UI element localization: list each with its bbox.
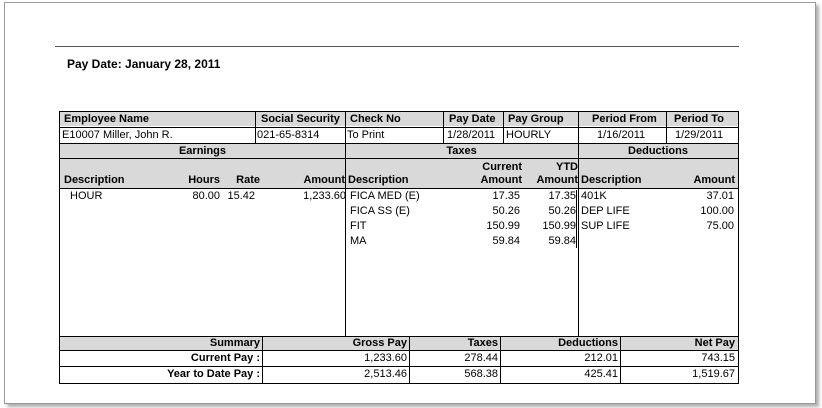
pay-date-value: 1/28/2011 [447,129,496,141]
taxes-ytd-header: YTD [556,161,578,173]
deductions-amount-header: Amount [693,174,735,186]
current-taxes: 278.44 [464,352,498,364]
earnings-rate-header: Rate [236,174,260,186]
tax-row-ytd: 50.26 [548,205,576,217]
earnings-row-rate: 15.42 [227,190,255,202]
header-rule [55,46,739,47]
pay-group-header: Pay Group [508,113,564,125]
deductions-section-title: Deductions [628,145,688,157]
earnings-hours-header: Hours [188,174,220,186]
taxes-section-title: Taxes [446,145,477,157]
taxes-total-header: Taxes [467,337,498,349]
period-from-value: 1/16/2011 [597,129,646,141]
deduction-row-amount: 37.01 [706,190,734,202]
employee-name-header: Employee Name [64,113,149,125]
ytd-deductions: 425.41 [584,368,618,380]
social-security-header: Social Security [261,113,340,125]
ytd-pay-label: Year to Date Pay : [167,368,260,380]
tax-row-current: 150.99 [486,220,520,232]
earnings-row-hours: 80.00 [192,190,220,202]
tax-row-description: FIT [350,220,367,232]
gross-pay-header: Gross Pay [352,337,407,349]
taxes-current-amount-header: Amount [480,174,522,186]
period-to-header: Period To [674,113,724,125]
deduction-row-description: DEP LIFE [581,205,630,217]
ytd-net-pay: 1,519.67 [692,368,735,380]
current-net-pay: 743.15 [701,352,735,364]
column-header-band [60,159,738,188]
current-deductions: 212.01 [584,352,618,364]
taxes-description-header: Description [348,174,409,186]
check-no-header: Check No [350,113,401,125]
current-pay-label: Current Pay : [190,352,260,364]
tax-row-current: 50.26 [492,205,520,217]
earnings-description-header: Description [64,174,125,186]
taxes-current-header: Current [482,161,522,173]
tax-row-ytd: 59.84 [548,235,576,247]
tax-row-ytd: 17.35 [548,190,576,202]
pay-date-header: Pay Date [449,113,496,125]
earnings-row-amount: 1,233.60 [303,190,346,202]
deduction-row-description: 401K [581,190,607,202]
deduction-row-amount: 100.00 [700,205,734,217]
taxes-ytd-amount-header: Amount [536,174,578,186]
period-to-value: 1/29/2011 [675,129,724,141]
earnings-row-description: HOUR [70,190,103,202]
check-no-value: To Print [347,129,385,141]
ytd-gross-pay: 2,513.46 [364,368,407,380]
employee-name-value: E10007 Miller, John R. [62,129,173,141]
tax-row-description: FICA SS (E) [350,205,410,217]
deduction-row-amount: 75.00 [706,220,734,232]
current-gross-pay: 1,233.60 [364,352,407,364]
period-from-header: Period From [592,113,657,125]
summary-header-band [60,336,738,350]
summary-header: Summary [209,337,260,349]
pay-date-title: Pay Date: January 28, 2011 [67,57,221,71]
pay-stub-table: Employee Name Social Security Check No P… [59,111,739,384]
earnings-amount-header: Amount [303,174,345,186]
deductions-total-header: Deductions [558,337,618,349]
info-header-band [60,112,738,126]
tax-row-description: FICA MED (E) [350,190,420,202]
tax-row-current: 17.35 [492,190,520,202]
deductions-description-header: Description [581,174,642,186]
net-pay-header: Net Pay [694,337,735,349]
earnings-section-title: Earnings [178,145,227,157]
deduction-row-description: SUP LIFE [581,220,630,232]
tax-row-current: 59.84 [492,235,520,247]
pay-group-value: HOURLY [506,129,552,141]
tax-row-description: MA [350,235,367,247]
ytd-taxes: 568.38 [464,368,498,380]
social-security-value: 021-65-8314 [257,129,320,141]
tax-row-ytd: 150.99 [542,220,576,232]
section-header-band [60,143,738,158]
pay-stub-page: Pay Date: January 28, 2011 Employee Name… [4,2,816,404]
